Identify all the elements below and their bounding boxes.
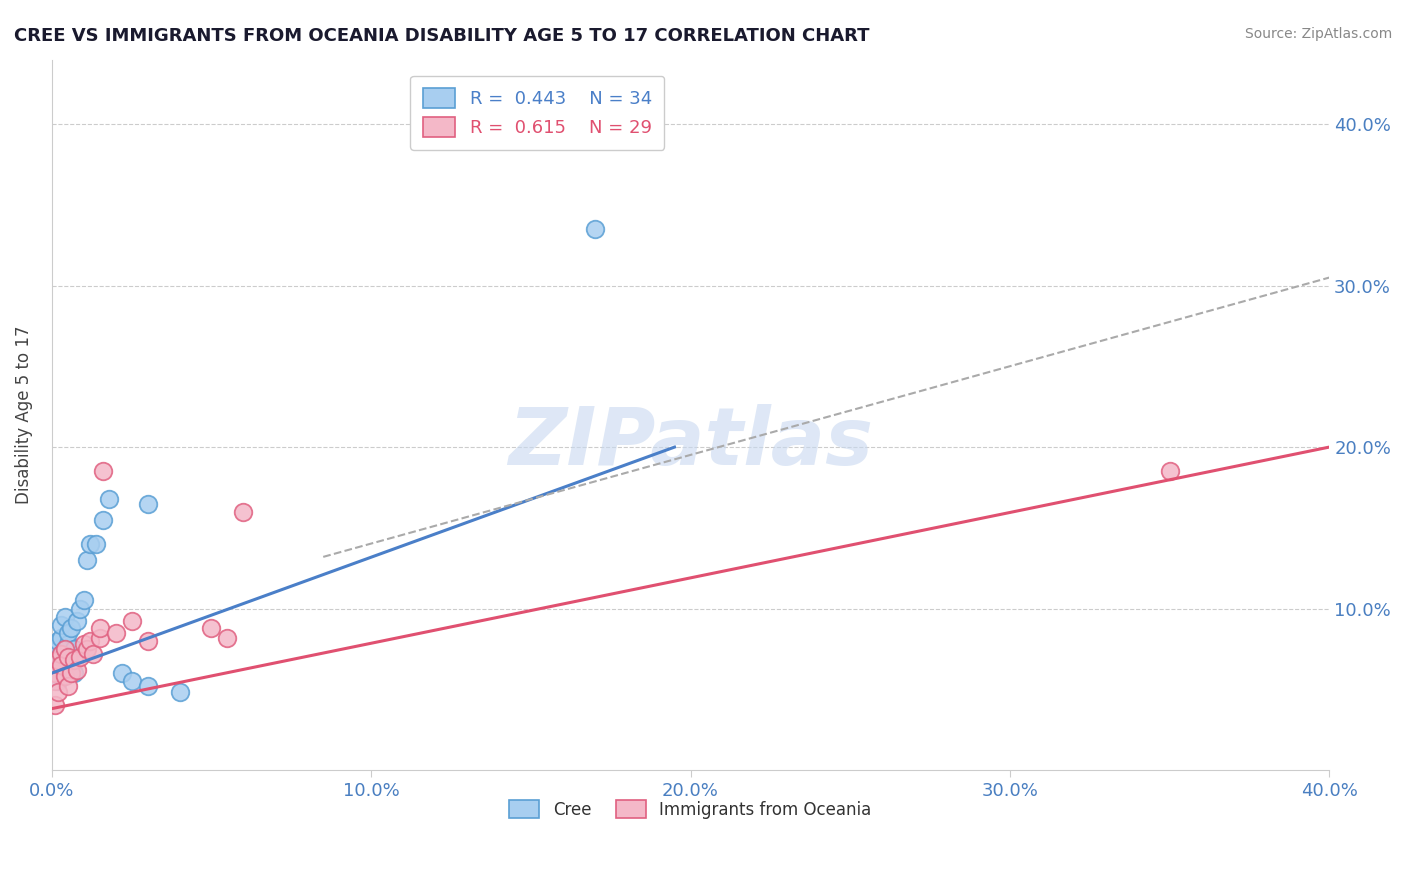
Point: [82, 647, 104, 661]
Point: [46, 653, 69, 667]
Point: [91, 464, 114, 478]
Point: [69, 601, 91, 615]
Point: [583, 222, 606, 236]
Point: [44, 666, 66, 681]
Point: [46, 633, 69, 648]
Point: [59, 658, 82, 673]
Point: [98, 491, 121, 506]
Point: [44, 666, 66, 681]
Point: [66, 663, 89, 677]
Text: ZIPatlas: ZIPatlas: [508, 404, 873, 483]
Point: [1159, 464, 1181, 478]
Point: [56, 625, 79, 640]
Point: [51, 658, 73, 673]
Point: [63, 653, 86, 667]
Point: [51, 647, 73, 661]
Legend: Cree, Immigrants from Oceania: Cree, Immigrants from Oceania: [502, 794, 879, 826]
Point: [136, 633, 159, 648]
Point: [232, 505, 254, 519]
Point: [91, 513, 114, 527]
Point: [51, 617, 73, 632]
Point: [169, 685, 191, 699]
Y-axis label: Disability Age 5 to 17: Disability Age 5 to 17: [15, 326, 32, 504]
Point: [56, 637, 79, 651]
Point: [76, 641, 98, 656]
Point: [217, 631, 239, 645]
Point: [53, 641, 76, 656]
Point: [69, 650, 91, 665]
Point: [56, 650, 79, 665]
Point: [66, 615, 89, 629]
Point: [44, 650, 66, 665]
Point: [59, 666, 82, 681]
Point: [63, 666, 86, 681]
Point: [104, 625, 127, 640]
Point: [136, 497, 159, 511]
Point: [46, 674, 69, 689]
Point: [89, 621, 111, 635]
Point: [53, 669, 76, 683]
Point: [89, 631, 111, 645]
Point: [46, 653, 69, 667]
Point: [121, 674, 143, 689]
Point: [56, 650, 79, 665]
Point: [46, 641, 69, 656]
Point: [51, 647, 73, 661]
Point: [59, 621, 82, 635]
Point: [53, 609, 76, 624]
Point: [200, 621, 222, 635]
Point: [111, 666, 134, 681]
Point: [44, 698, 66, 713]
Text: CREE VS IMMIGRANTS FROM OCEANIA DISABILITY AGE 5 TO 17 CORRELATION CHART: CREE VS IMMIGRANTS FROM OCEANIA DISABILI…: [14, 27, 869, 45]
Point: [79, 633, 101, 648]
Point: [44, 674, 66, 689]
Point: [44, 658, 66, 673]
Point: [73, 593, 96, 607]
Point: [63, 641, 86, 656]
Point: [73, 637, 96, 651]
Point: [86, 537, 108, 551]
Point: [51, 631, 73, 645]
Point: [121, 615, 143, 629]
Point: [76, 553, 98, 567]
Point: [46, 685, 69, 699]
Point: [136, 679, 159, 693]
Point: [53, 663, 76, 677]
Point: [79, 537, 101, 551]
Point: [53, 641, 76, 656]
Point: [56, 679, 79, 693]
Text: Source: ZipAtlas.com: Source: ZipAtlas.com: [1244, 27, 1392, 41]
